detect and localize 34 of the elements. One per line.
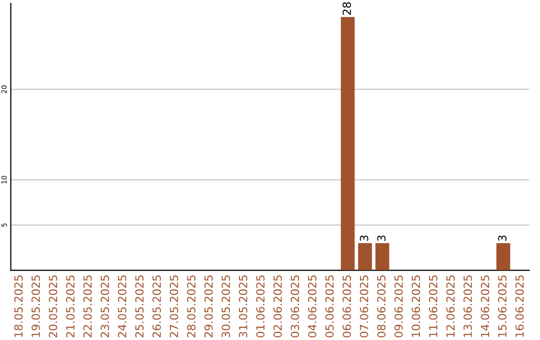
x-tick-label: 04.06.2025 xyxy=(308,275,316,338)
x-tick-label: 31.05.2025 xyxy=(238,275,248,338)
x-tick-label: 16.06.2025 xyxy=(515,275,524,337)
x-tick-label: 15.06.2025 xyxy=(498,275,507,337)
x-tick-label: 24.05.2025 xyxy=(118,275,126,338)
x-tick-label: 22.05.2025 xyxy=(83,275,92,338)
x-tick-label: 27.05.2025 xyxy=(170,275,178,338)
x-tick-label: 01.06.2025 xyxy=(256,275,265,338)
data-label: 3 xyxy=(360,236,368,241)
data-label: 3 xyxy=(498,236,507,241)
x-tick-label: 19.05.2025 xyxy=(32,275,40,337)
x-tick-label: 26.05.2025 xyxy=(152,275,161,338)
x-tick-label: 12.06.2025 xyxy=(446,275,455,337)
x-tick-label: 02.06.2025 xyxy=(273,275,282,338)
x-tick-label: 11.06.2025 xyxy=(428,275,438,337)
x-tick-label: 20.05.2025 xyxy=(48,275,58,338)
x-tick-label: 28.05.2025 xyxy=(187,275,196,338)
x-tick-label: 25.05.2025 xyxy=(135,275,144,338)
data-label: 28 xyxy=(342,2,351,15)
x-tick-label: 03.06.2025 xyxy=(290,275,300,338)
x-tick-label: 23.05.2025 xyxy=(100,275,110,338)
x-tick-label: 08.06.2025 xyxy=(377,275,386,338)
x-tick-label: 14.06.2025 xyxy=(480,275,490,337)
x-tick-label: 18.05.2025 xyxy=(14,275,23,337)
x-tick-label: 05.06.2025 xyxy=(325,275,334,338)
data-label: 3 xyxy=(377,236,386,241)
x-tick-label: 29.05.2025 xyxy=(204,275,213,338)
x-tick-label: 07.06.2025 xyxy=(360,275,368,338)
x-tick-label: 30.05.2025 xyxy=(222,275,230,338)
x-tick-label: 10.06.2025 xyxy=(412,275,420,337)
x-tick-label: 21.05.2025 xyxy=(66,275,75,338)
x-tick-label: 13.06.2025 xyxy=(464,275,472,337)
x-tick-label: 09.06.2025 xyxy=(394,275,403,338)
x-tick-label: 06.06.2025 xyxy=(342,275,351,338)
